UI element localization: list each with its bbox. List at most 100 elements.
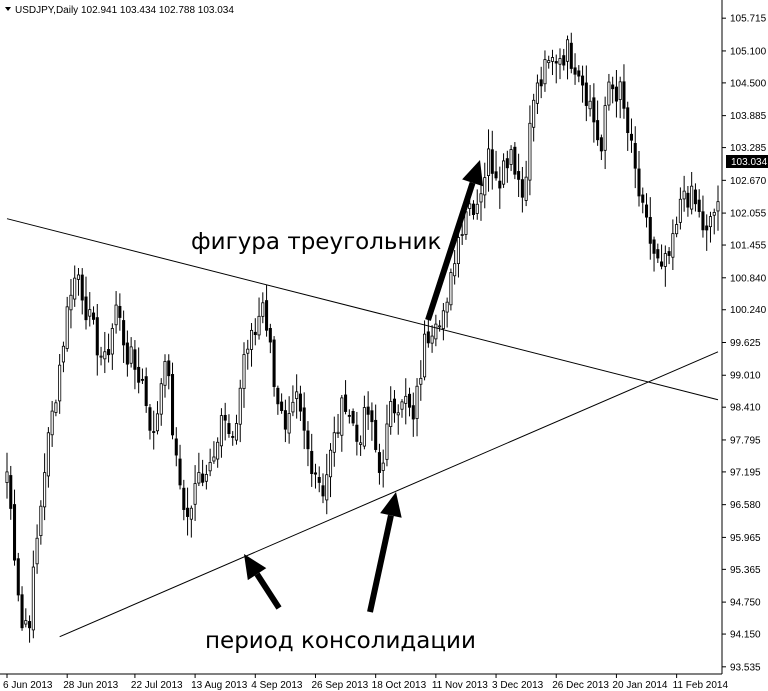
candle-body <box>716 201 720 212</box>
candle <box>148 404 152 440</box>
candle-body <box>366 406 370 415</box>
candle <box>562 48 566 71</box>
y-tick-label: 102.670 <box>730 176 767 187</box>
candle <box>633 126 637 189</box>
candle-body <box>407 393 412 408</box>
candle <box>268 323 272 354</box>
candle <box>110 323 114 370</box>
candle-body <box>359 442 363 445</box>
candle-body <box>648 216 652 244</box>
candle-body <box>562 55 566 66</box>
candle-body <box>513 146 517 175</box>
candle <box>513 142 517 180</box>
candle-body <box>223 414 227 421</box>
arrow-head <box>380 492 402 518</box>
candle <box>385 404 389 467</box>
candle <box>65 296 69 352</box>
x-tick-label: 4 Sep 2013 <box>251 680 303 691</box>
candle <box>24 608 28 628</box>
candle-body <box>362 407 366 447</box>
candle <box>344 380 348 415</box>
candle <box>84 276 88 330</box>
candle <box>374 404 378 453</box>
candle-body <box>524 176 528 201</box>
candle <box>234 414 239 445</box>
y-tick-label: 103.885 <box>730 111 767 122</box>
y-tick-label: 100.240 <box>730 305 767 316</box>
candle-body <box>539 79 543 87</box>
candle-body <box>415 385 419 419</box>
candle-body <box>219 415 223 447</box>
candle <box>509 145 513 172</box>
y-tick-label: 102.055 <box>730 209 767 220</box>
candle <box>656 243 660 263</box>
candle-body <box>261 302 265 317</box>
symbol-dropdown-icon[interactable] <box>5 7 11 11</box>
candle <box>539 66 543 99</box>
candle-body <box>321 485 325 497</box>
candle-body <box>148 407 152 431</box>
candle-body <box>509 149 513 165</box>
candle <box>588 84 592 117</box>
candle <box>686 186 690 217</box>
candle <box>494 150 498 181</box>
candle-body <box>167 360 171 377</box>
candle-body <box>581 75 585 86</box>
candle <box>678 187 682 230</box>
candle-body <box>550 57 555 62</box>
candle <box>174 427 178 467</box>
candle-body <box>611 84 615 90</box>
candle <box>377 443 381 485</box>
candle-body <box>430 335 434 344</box>
candle-body <box>110 328 114 355</box>
candle <box>407 387 412 417</box>
candle-body <box>483 177 487 196</box>
candle-body <box>486 148 491 176</box>
candle-body <box>671 233 675 258</box>
candle <box>423 320 427 381</box>
candle <box>547 55 551 69</box>
candle-body <box>35 537 39 565</box>
axes <box>0 0 723 675</box>
y-tick-label: 98.410 <box>730 403 761 414</box>
candle-body <box>456 237 460 264</box>
candle <box>340 395 344 452</box>
candle-body <box>189 507 193 520</box>
x-tick-label: 3 Dec 2013 <box>492 680 544 691</box>
candle <box>61 341 65 373</box>
candle <box>16 552 20 602</box>
candle-body <box>114 304 118 326</box>
breakout-arrow <box>425 160 484 321</box>
candle <box>543 50 547 92</box>
arrows <box>244 160 484 613</box>
candle-body <box>234 423 239 441</box>
candle <box>486 129 491 192</box>
y-tick-label: 99.010 <box>730 371 761 382</box>
resistance-trendline <box>6 218 719 401</box>
y-tick-label: 105.100 <box>730 46 767 57</box>
candle-body <box>99 355 103 358</box>
candle-body <box>535 82 539 104</box>
candle <box>351 408 355 427</box>
candle <box>125 330 129 377</box>
candle-body <box>705 225 709 231</box>
candle <box>471 200 476 220</box>
candle <box>517 153 521 197</box>
x-tick-label: 26 Sep 2013 <box>311 680 368 691</box>
candle-body <box>434 323 438 340</box>
candle <box>528 105 532 196</box>
candle-body <box>569 42 573 69</box>
candle-body <box>216 441 220 460</box>
candle <box>712 208 716 235</box>
candle-body <box>660 261 664 267</box>
candle-body <box>502 160 506 185</box>
candle-body <box>306 430 310 450</box>
candle <box>614 70 618 118</box>
candle <box>298 385 302 421</box>
candle-body <box>155 413 160 432</box>
x-tick-label: 28 Jun 2013 <box>63 680 118 691</box>
candle-body <box>336 431 340 434</box>
candle-body <box>178 458 182 486</box>
candle <box>404 378 408 425</box>
candle <box>550 49 555 76</box>
